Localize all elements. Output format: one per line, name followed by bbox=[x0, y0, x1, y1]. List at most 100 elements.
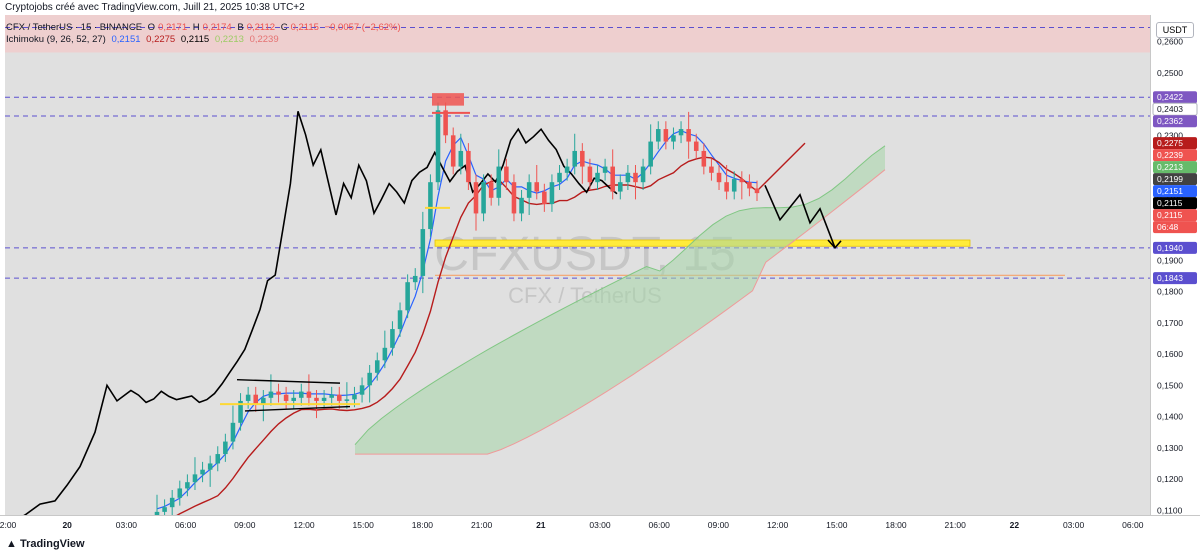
candle-body[interactable] bbox=[693, 141, 699, 151]
candle-body[interactable] bbox=[640, 166, 646, 183]
candle-body[interactable] bbox=[655, 129, 661, 142]
projection-path[interactable] bbox=[764, 184, 836, 249]
time-axis[interactable]: 2:00 20 03:00 06:00 09:00 12:00 15:00 18:00 21:0… bbox=[0, 515, 1200, 533]
price-axis[interactable]: 0,26000,25000,24000,23000,22000,21000,20… bbox=[1150, 15, 1200, 515]
candle-body[interactable] bbox=[739, 179, 745, 183]
candle-body[interactable] bbox=[747, 182, 752, 189]
candle-body[interactable] bbox=[549, 182, 555, 205]
candle-body[interactable] bbox=[731, 179, 737, 192]
candle-body[interactable] bbox=[337, 394, 342, 401]
candle-body[interactable] bbox=[481, 182, 486, 214]
chart-area[interactable]: CFXUSDT, 15 CFX / TetherUS bbox=[5, 15, 1150, 515]
candle-body[interactable] bbox=[169, 497, 175, 508]
candle-body[interactable] bbox=[223, 441, 228, 455]
candle-body[interactable] bbox=[382, 347, 388, 361]
candle-body[interactable] bbox=[496, 166, 502, 198]
currency-unit-button[interactable]: USDT bbox=[1156, 22, 1194, 38]
candle-body[interactable] bbox=[678, 129, 684, 136]
candle-body[interactable] bbox=[268, 391, 274, 398]
candle-body[interactable] bbox=[329, 394, 334, 398]
candle-body[interactable] bbox=[435, 110, 441, 183]
candle-body[interactable] bbox=[374, 360, 380, 373]
candle-body[interactable] bbox=[238, 400, 243, 423]
candle-body[interactable] bbox=[709, 166, 714, 173]
candle-body[interactable] bbox=[724, 182, 729, 192]
candle-body[interactable] bbox=[352, 394, 357, 400]
candle-body[interactable] bbox=[306, 391, 312, 398]
candle-body[interactable] bbox=[625, 172, 631, 183]
candle-body[interactable] bbox=[610, 166, 615, 192]
price-axis-tag[interactable]: 0,2422 bbox=[1153, 91, 1197, 104]
candle-body[interactable] bbox=[283, 394, 289, 401]
candle-body[interactable] bbox=[557, 172, 562, 183]
price-axis-canvas[interactable]: 0,26000,25000,24000,23000,22000,21000,20… bbox=[1151, 15, 1200, 515]
candle-body[interactable] bbox=[602, 166, 608, 173]
candle-body[interactable] bbox=[253, 394, 259, 405]
candle-body[interactable] bbox=[192, 474, 198, 483]
candle-body[interactable] bbox=[428, 182, 433, 230]
candle-body[interactable] bbox=[587, 166, 593, 183]
price-axis-tag[interactable]: 0,2199 bbox=[1153, 173, 1197, 186]
candle-body[interactable] bbox=[633, 172, 638, 183]
candle-body[interactable] bbox=[701, 150, 707, 167]
candle-body[interactable] bbox=[443, 110, 448, 136]
candle-body[interactable] bbox=[359, 385, 365, 395]
candle-body[interactable] bbox=[564, 166, 570, 173]
candle-body[interactable] bbox=[488, 182, 494, 198]
candle-body[interactable] bbox=[200, 469, 205, 475]
price-axis-tag[interactable]: 0,1843 bbox=[1153, 272, 1197, 285]
price-axis-tag[interactable]: 0,2275 bbox=[1153, 137, 1197, 150]
candle-body[interactable] bbox=[154, 511, 160, 515]
price-axis-tag[interactable]: 0,2115 bbox=[1153, 197, 1197, 210]
candle-body[interactable] bbox=[215, 454, 221, 464]
candle-body[interactable] bbox=[572, 150, 577, 167]
candle-body[interactable] bbox=[162, 507, 167, 512]
candle-body[interactable] bbox=[473, 182, 479, 214]
candle-body[interactable] bbox=[390, 329, 395, 348]
candle-body[interactable] bbox=[207, 463, 213, 470]
candle-body[interactable] bbox=[397, 310, 403, 330]
candle-body[interactable] bbox=[542, 191, 547, 205]
candle-body[interactable] bbox=[595, 172, 600, 183]
price-axis-tag[interactable]: 0,1940 bbox=[1153, 241, 1197, 254]
price-axis-tag[interactable]: 0,2151 bbox=[1153, 185, 1197, 198]
rejection-marker[interactable] bbox=[432, 93, 464, 106]
time-axis-canvas[interactable]: 2:00 20 03:00 06:00 09:00 12:00 15:00 18:00 21:0… bbox=[0, 516, 1200, 533]
candle-body[interactable] bbox=[450, 135, 456, 167]
price-axis-tag[interactable]: 06:48 bbox=[1153, 221, 1197, 234]
candle-body[interactable] bbox=[458, 150, 464, 167]
candle-body[interactable] bbox=[321, 397, 327, 401]
price-axis-tag[interactable]: 0,2403 bbox=[1152, 102, 1198, 116]
candle-body[interactable] bbox=[716, 172, 722, 183]
candle-body[interactable] bbox=[618, 182, 623, 192]
price-axis-tag[interactable]: 0,2239 bbox=[1153, 149, 1197, 162]
candle-body[interactable] bbox=[405, 282, 410, 311]
price-axis-tag[interactable]: 0,2115 bbox=[1153, 209, 1197, 222]
candle-body[interactable] bbox=[276, 391, 281, 395]
candle-body[interactable] bbox=[511, 182, 517, 214]
candle-body[interactable] bbox=[420, 229, 426, 276]
candle-body[interactable] bbox=[344, 399, 350, 401]
candle-body[interactable] bbox=[526, 182, 532, 198]
triangle-lower-line[interactable] bbox=[244, 405, 351, 412]
candle-body[interactable] bbox=[412, 275, 418, 283]
candle-body[interactable] bbox=[671, 135, 676, 142]
candle-body[interactable] bbox=[534, 182, 540, 192]
price-axis-tag[interactable]: 0,2362 bbox=[1153, 115, 1197, 128]
candle-body[interactable] bbox=[314, 397, 319, 401]
candle-body[interactable] bbox=[504, 166, 509, 183]
candle-body[interactable] bbox=[648, 141, 653, 167]
candle-body[interactable] bbox=[245, 394, 251, 401]
tradingview-logo[interactable]: ▲ TradingView bbox=[6, 538, 85, 550]
candle-body[interactable] bbox=[261, 397, 266, 405]
candle-body[interactable] bbox=[754, 188, 760, 194]
symbol-line[interactable]: CFX / TetherUS · 15 · BINANCE bbox=[6, 22, 143, 33]
candle-body[interactable] bbox=[291, 397, 296, 401]
candle-body[interactable] bbox=[686, 129, 691, 142]
candle-body[interactable] bbox=[466, 150, 471, 183]
candle-body[interactable] bbox=[663, 129, 669, 142]
ichimoku-label[interactable]: Ichimoku (9, 26, 52, 27) bbox=[6, 34, 106, 45]
candle-body[interactable] bbox=[230, 422, 236, 442]
